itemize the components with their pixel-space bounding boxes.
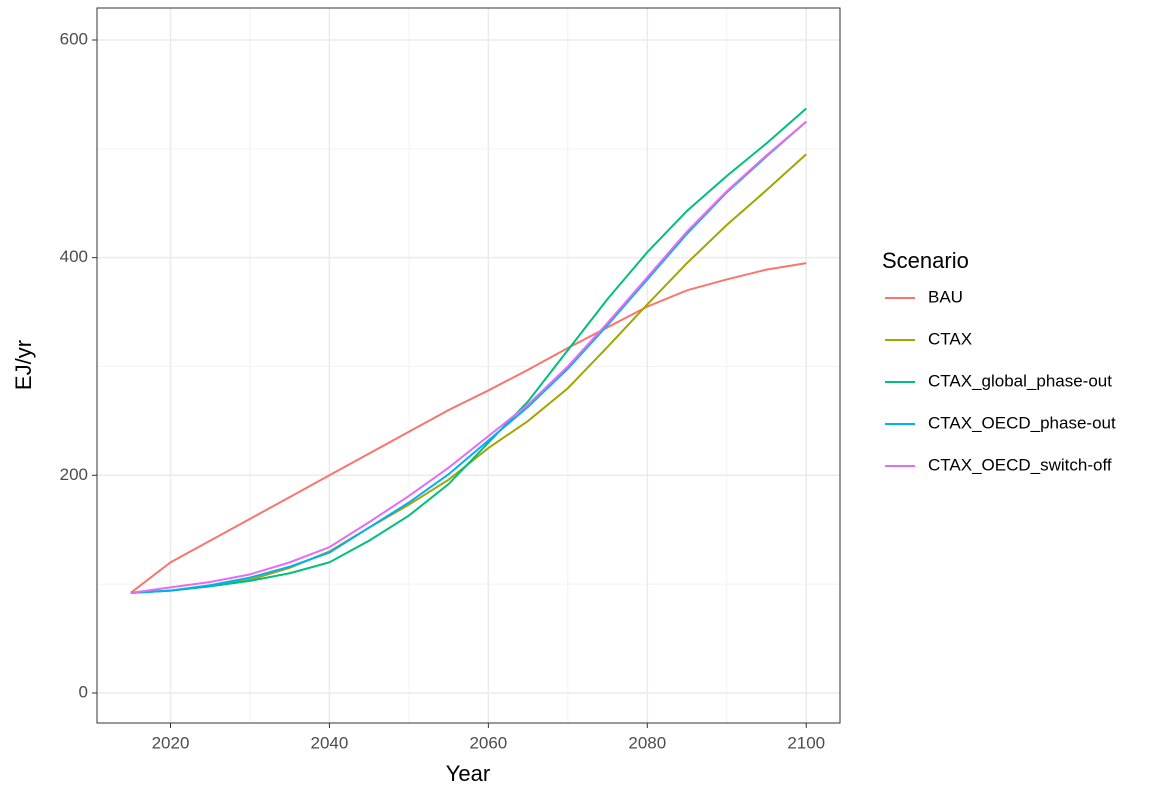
- y-tick-label: 600: [60, 29, 88, 48]
- x-tick-label: 2060: [469, 733, 507, 752]
- x-tick-label: 2080: [628, 733, 666, 752]
- line: [130, 153, 807, 594]
- y-axis-title: EJ/yr: [11, 340, 36, 390]
- legend-label: BAU: [928, 287, 963, 306]
- x-tick-label: 2040: [311, 733, 349, 752]
- line: [130, 262, 807, 594]
- x-axis-title: Year: [446, 761, 490, 786]
- legend-label: CTAX: [928, 329, 972, 348]
- line: [130, 120, 807, 594]
- legend-label: CTAX_global_phase-out: [928, 371, 1112, 390]
- y-tick-label: 200: [60, 465, 88, 484]
- y-tick-label: 400: [60, 247, 88, 266]
- legend-label: CTAX_OECD_switch-off: [928, 455, 1112, 474]
- y-tick-label: 0: [79, 682, 88, 701]
- legend-title: Scenario: [882, 248, 969, 273]
- legend-label: CTAX_OECD_phase-out: [928, 413, 1116, 432]
- panel-border: [96, 7, 841, 724]
- line: [130, 107, 807, 594]
- line: [130, 120, 807, 594]
- x-tick-label: 2100: [787, 733, 825, 752]
- x-tick-label: 2020: [152, 733, 190, 752]
